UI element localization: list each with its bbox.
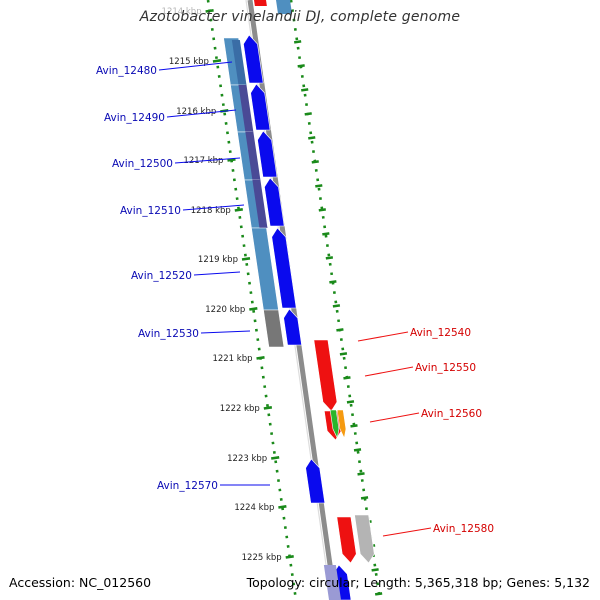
- gene-arrow-forward: [250, 83, 271, 131]
- right-tick-mark: [353, 448, 362, 452]
- right-tick-mark: [325, 256, 334, 260]
- tick-mark: [205, 9, 214, 13]
- gene-label-leader: [369, 412, 420, 423]
- gene-arrow-reverse: [329, 409, 340, 439]
- gene-label-leader: [357, 331, 409, 342]
- tick-label: 1214 kbp: [162, 7, 202, 17]
- tick-mark: [249, 307, 258, 311]
- accession-text: Accession: NC_012560: [9, 575, 152, 590]
- gene-arrow-reverse: [254, 0, 267, 6]
- gene-arrow-forward: [264, 177, 285, 227]
- match-block: [252, 180, 268, 228]
- gene-label-left: Avin_12480: [96, 65, 157, 77]
- match-block: [238, 85, 254, 132]
- gene-arrow-reverse: [336, 516, 357, 564]
- tick-label: 1215 kbp: [169, 57, 209, 67]
- gene-arrow-forward: [257, 130, 278, 178]
- tick-mark: [234, 208, 243, 212]
- gene-label-left: Avin_12510: [120, 205, 181, 217]
- gene-labels: Avin_12480 Avin_12490 Avin_12500 Avin_12510…: [96, 61, 494, 537]
- gene-label-left: Avin_12570: [157, 480, 218, 492]
- right-tick-mark: [346, 400, 355, 404]
- gene-arrow-forward: [271, 227, 297, 309]
- gene-label-left: Avin_12490: [104, 112, 165, 124]
- gene-label-right: Avin_12560: [421, 408, 482, 420]
- right-tick-mark: [374, 592, 383, 596]
- tick-mark: [263, 406, 273, 410]
- right-tick-mark: [329, 280, 337, 284]
- gene-label-right: Avin_12580: [433, 523, 494, 535]
- right-tick-mark: [350, 424, 358, 428]
- gene-label-leader: [158, 61, 233, 71]
- match-block: [276, 0, 293, 14]
- right-tick-mark: [357, 472, 365, 476]
- right-tick-mark: [332, 304, 341, 308]
- right-tick-mark: [315, 184, 323, 188]
- tick-mark: [227, 158, 236, 162]
- right-tick-mark: [322, 232, 330, 236]
- tick-label: 1225 kbp: [242, 553, 282, 563]
- gene-label-left: Avin_12500: [112, 158, 173, 170]
- guide-lines: [206, 0, 382, 600]
- gene-label-leader: [382, 527, 432, 537]
- tick-mark: [270, 456, 280, 460]
- right-tick-mark: [339, 352, 348, 356]
- gene-label-leader: [182, 204, 245, 211]
- match-block: [231, 40, 247, 85]
- gene-arrow-forward: [283, 308, 302, 346]
- right-tick-mark: [297, 64, 305, 68]
- tick-mark: [256, 356, 265, 360]
- gene-arrow-reverse: [313, 339, 338, 412]
- right-tick-mark: [308, 136, 316, 140]
- gene-label-left: Avin_12520: [131, 270, 192, 282]
- gene-label-leader: [174, 157, 241, 164]
- right-tick-mark: [360, 496, 369, 500]
- tick-label: 1219 kbp: [198, 255, 238, 265]
- gene-label-right: Avin_12540: [410, 327, 471, 339]
- tick-label: 1218 kbp: [191, 206, 231, 216]
- match-block: [323, 565, 342, 600]
- tick-mark: [212, 59, 222, 63]
- right-tick-mark: [336, 328, 344, 332]
- left-guide-line: [206, 0, 298, 600]
- right-tick-mark: [318, 208, 326, 212]
- gene-label-leader: [166, 109, 237, 118]
- gene-features: [223, 0, 375, 600]
- tick-label: 1221 kbp: [212, 354, 252, 364]
- tick-mark: [241, 257, 251, 261]
- right-guide-line: [289, 0, 382, 600]
- tick-mark: [278, 505, 287, 509]
- tick-marks: [205, 9, 383, 596]
- gene-label-leader: [193, 271, 241, 276]
- gene-label-leader: [364, 366, 414, 377]
- gene-label-right: Avin_12550: [415, 362, 476, 374]
- tick-label: 1224 kbp: [234, 503, 274, 513]
- tick-label: 1222 kbp: [220, 404, 260, 414]
- gene-label-leader: [200, 330, 251, 334]
- right-tick-mark: [343, 376, 351, 380]
- right-tick-mark: [301, 88, 309, 92]
- gene-arrow-reverse: [336, 409, 347, 439]
- tick-label: 1220 kbp: [205, 305, 245, 315]
- gene-arrow-forward: [243, 34, 264, 84]
- right-tick-mark: [311, 160, 319, 164]
- tick-mark: [285, 555, 294, 559]
- tick-label: 1216 kbp: [176, 107, 216, 117]
- genome-stats-text: Topology: circular; Length: 5,365,318 bp…: [246, 575, 590, 590]
- gene-arrow-forward: [305, 458, 326, 504]
- gene-label-left: Avin_12530: [138, 328, 199, 340]
- right-tick-mark: [293, 40, 302, 44]
- tick-label: 1223 kbp: [227, 454, 267, 464]
- match-block: [245, 132, 261, 180]
- gene-arrow-reverse: [354, 514, 375, 564]
- map-title: Azotobacter vinelandii DJ, complete geno…: [139, 9, 461, 25]
- right-tick-mark: [371, 568, 379, 572]
- right-tick-mark: [304, 112, 312, 116]
- match-block: [263, 309, 285, 348]
